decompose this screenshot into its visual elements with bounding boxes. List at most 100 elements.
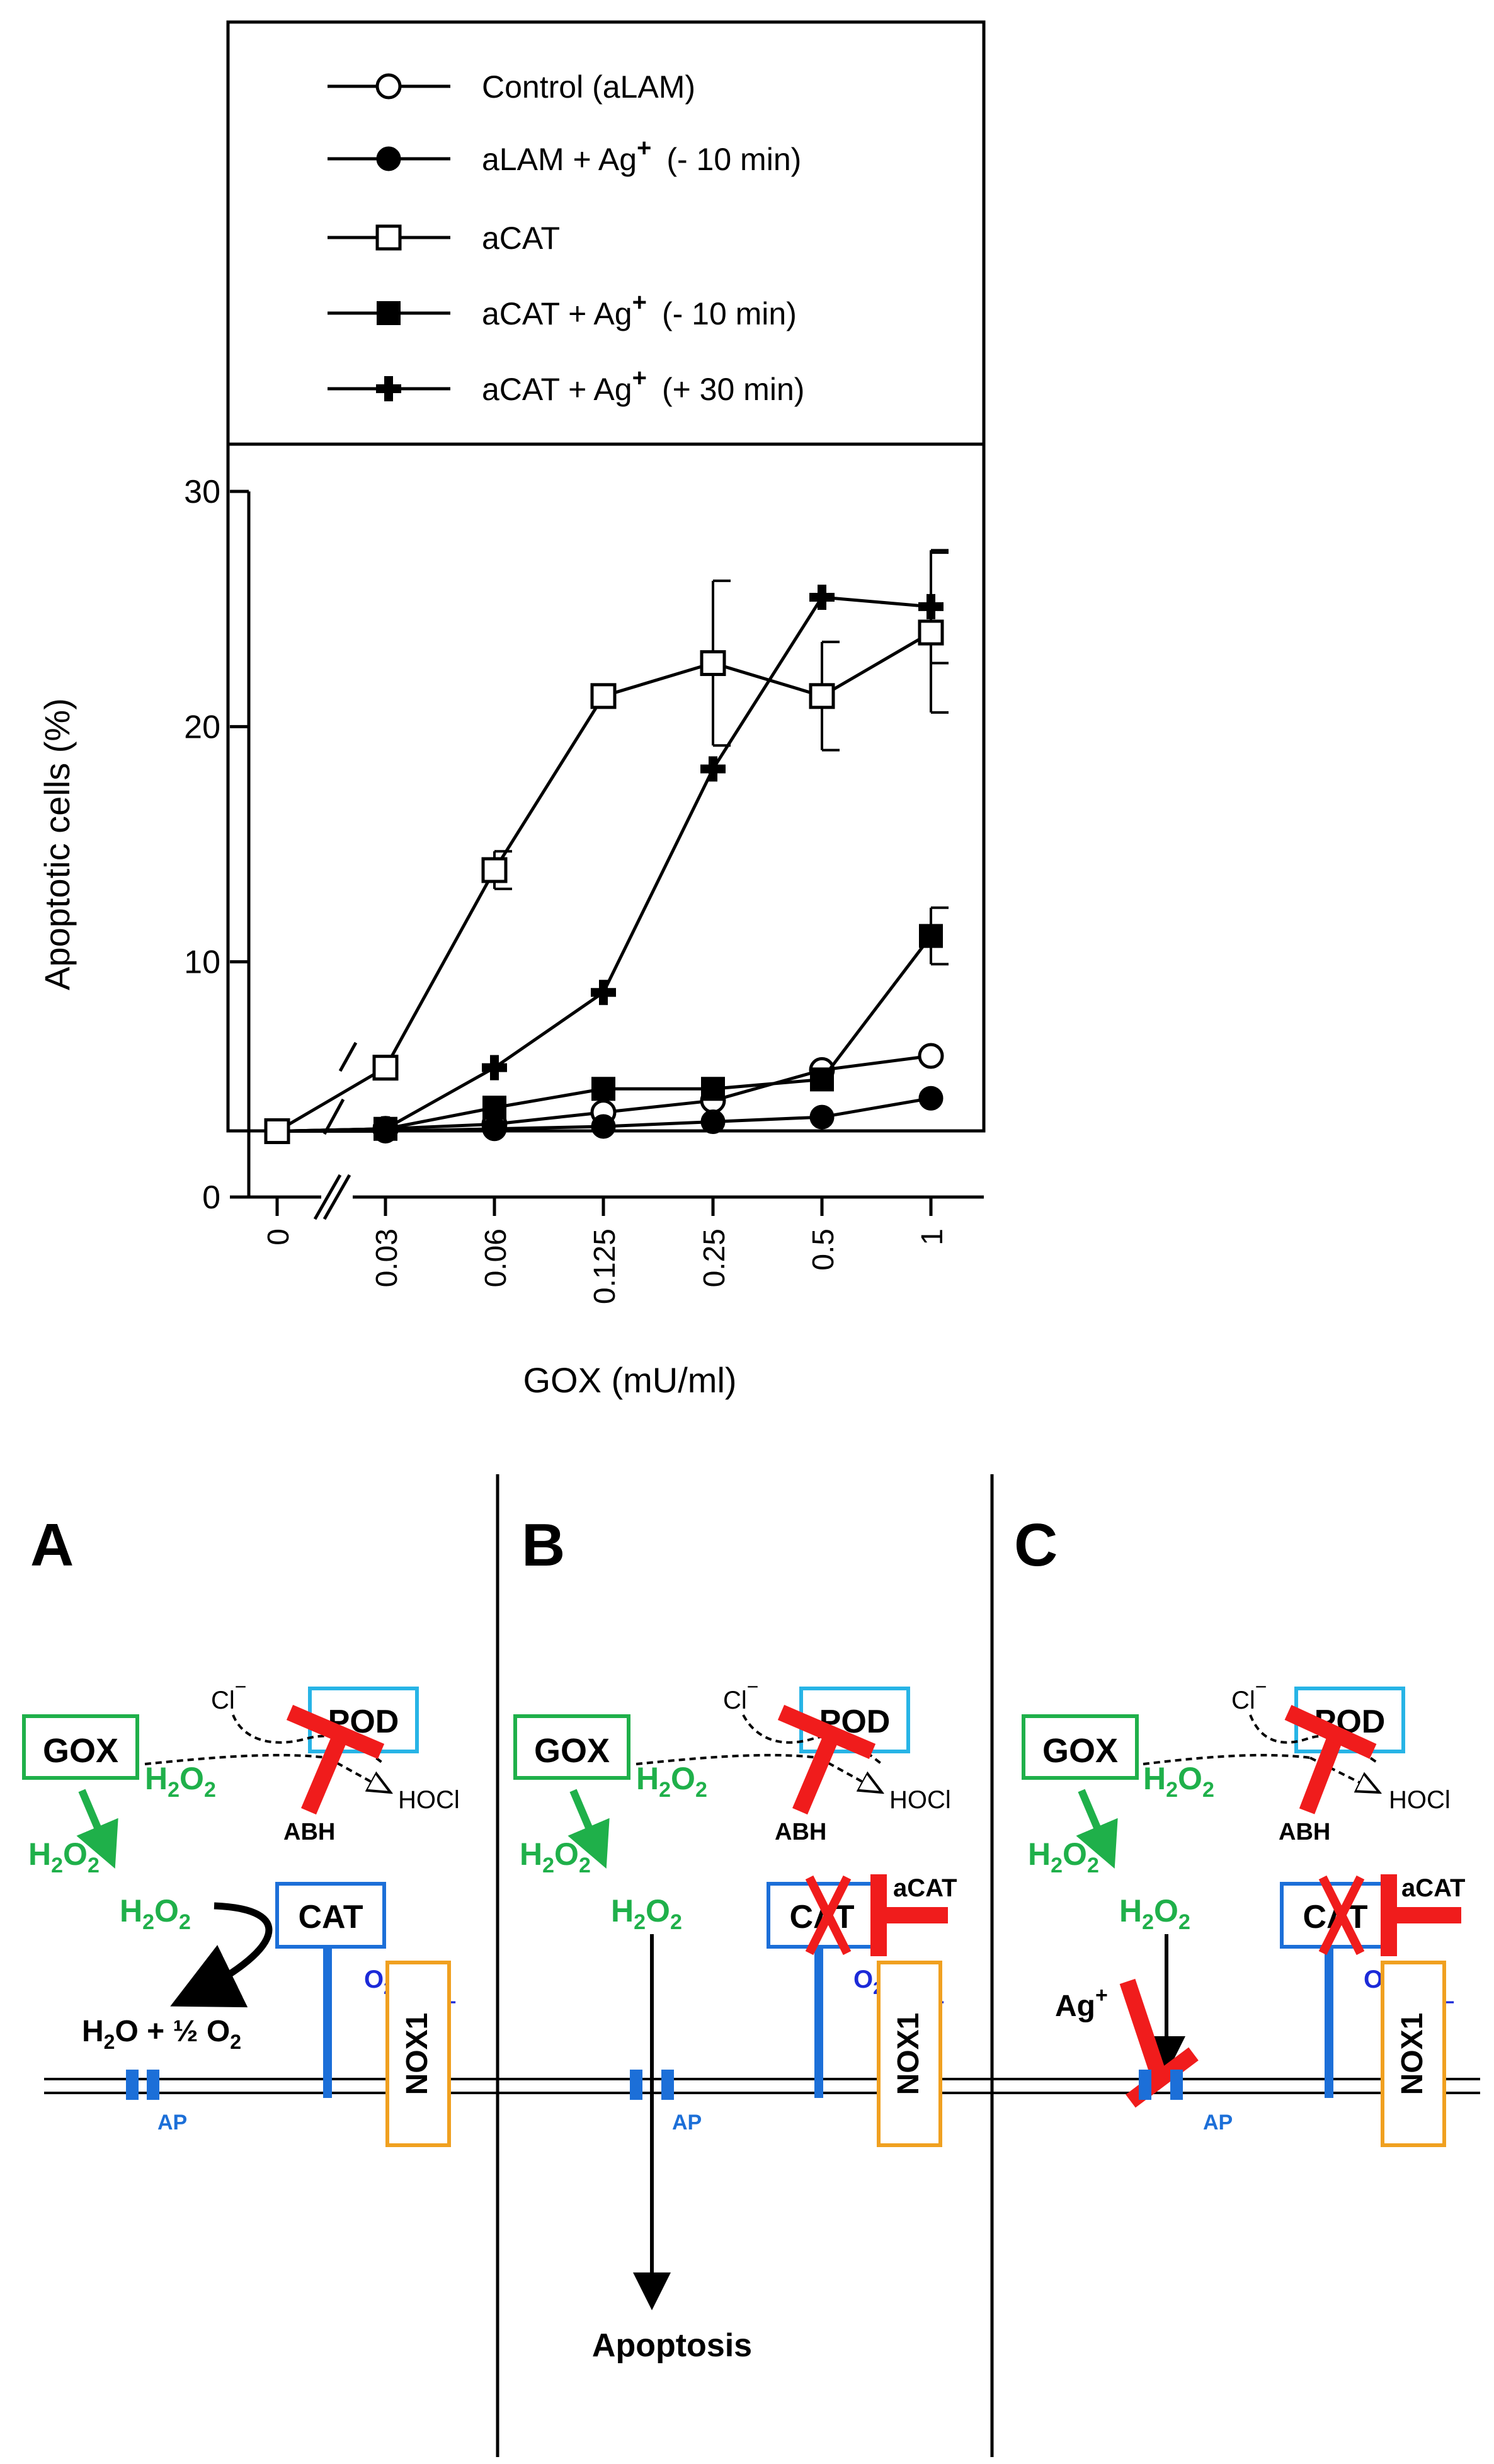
h2o2-label: H2O2 (1143, 1761, 1214, 1802)
data-point (375, 224, 402, 251)
legend-label: aCAT + Ag+ (+ 30 min) (482, 364, 804, 407)
ap-channel (147, 2070, 159, 2100)
h2o2-to-pod-path (1143, 1753, 1311, 1765)
y-tick-label: 20 (184, 709, 220, 745)
hocl-arrow (327, 1756, 391, 1792)
ap-channel (661, 2070, 674, 2100)
abh-inhibitor-bar (286, 1705, 385, 1759)
y-tick-label: 0 (202, 1179, 220, 1216)
catalase-blocked-x (805, 1875, 852, 1956)
x-ticks: 0 0.03 0.06 0.125 0.25 0.5 1 (262, 1197, 949, 1304)
gox-box (513, 1714, 630, 1780)
data-point (377, 301, 401, 325)
gox-box (1022, 1714, 1139, 1780)
chart: Control (aLAM) aLAM + Ag+ (- 10 min) aCAT aC… (37, 20, 986, 1400)
panel-letter: A (30, 1511, 74, 1579)
gox-label: GOX (43, 1732, 118, 1770)
legend: Control (aLAM) aLAM + Ag+ (- 10 min) aCAT aC… (328, 69, 804, 407)
data-point (591, 980, 616, 1006)
h2o2-label: H2O2 (120, 1893, 191, 1934)
h2o2-label: H2O2 (636, 1761, 707, 1802)
catalase-blocked-x (1318, 1875, 1365, 1956)
data-point (481, 857, 508, 883)
h2o2-label: H2O2 (611, 1893, 682, 1934)
y-axis-label: Apoptotic cells (%) (37, 698, 77, 990)
nox1-box (877, 1961, 942, 2147)
data-point (482, 1116, 507, 1142)
data-point (376, 376, 401, 401)
data-point (591, 1077, 615, 1101)
data-point (375, 73, 402, 100)
panel-c: C GOX POD Cl− HOCl ABH H2O2 H2O2 H2O2 Ag… (1014, 1511, 1465, 2147)
ap-channel (1170, 2070, 1183, 2100)
hocl-label: HOCl (889, 1786, 951, 1814)
panel-a: A GOX POD Cl− HOCl ABH H2O2 H2O2 H2O2 CA… (22, 1511, 460, 2147)
panel-b: B GOX POD Cl− HOCl ABH H2O2 H2O2 H2O2 Ap… (513, 1511, 957, 2364)
data-point (809, 1104, 835, 1130)
data-point (918, 1086, 944, 1111)
chloride-label: Cl− (211, 1675, 246, 1714)
gox-box (22, 1714, 139, 1780)
y-ticks: 0 10 20 30 (184, 474, 249, 1216)
legend-item: aCAT (328, 221, 560, 256)
abh-label: ABH (1279, 1819, 1330, 1845)
legend-item: aCAT + Ag+ (- 10 min) (328, 289, 797, 331)
h2o2-to-pod-path (636, 1753, 819, 1765)
abh-label: ABH (283, 1819, 335, 1845)
catalase-box (275, 1882, 386, 1949)
data-point (700, 756, 726, 782)
abh-inhibitor-bar (1284, 1705, 1377, 1759)
pathway-diagram: A GOX POD Cl− HOCl ABH H2O2 H2O2 H2O2 CA… (22, 1474, 1480, 2457)
hocl-label: HOCl (398, 1786, 460, 1814)
ap-channel (1139, 2070, 1151, 2100)
data-point (809, 585, 835, 610)
ap-label: AP (1203, 2111, 1233, 2135)
h2o2-label: H2O2 (28, 1837, 100, 1877)
abh-inhibitor-stem (301, 1726, 351, 1815)
ap-label: AP (672, 2111, 702, 2135)
data-point (264, 1118, 290, 1144)
legend-label: aCAT + Ag+ (- 10 min) (482, 289, 797, 331)
data-point (918, 1043, 944, 1069)
y-tick-label: 10 (184, 944, 220, 981)
gox-label: GOX (534, 1732, 610, 1770)
gox-label: GOX (1042, 1732, 1118, 1770)
acat-label: aCAT (893, 1874, 957, 1902)
h2o2-label: H2O2 (1028, 1837, 1099, 1877)
h2o2-label: H2O2 (1119, 1893, 1190, 1934)
panel-letter: C (1014, 1511, 1058, 1579)
axis-break (313, 1041, 358, 1220)
gox-production-arrow (76, 1789, 118, 1869)
data-point (700, 1109, 726, 1135)
nox1-box (1381, 1961, 1446, 2147)
data-point (590, 683, 617, 709)
h2o2-to-pod-path (144, 1753, 328, 1765)
abh-inhibitor-stem (792, 1726, 842, 1815)
chloride-label: Cl− (1231, 1675, 1267, 1714)
nox1-label: NOX1 (892, 2013, 925, 2095)
chart-frame (226, 20, 986, 1133)
silver-ion-label: Ag+ (1055, 1983, 1108, 2023)
series-4 (265, 549, 949, 1144)
data-point (372, 1055, 399, 1081)
x-tick-label: 1 (916, 1229, 949, 1246)
hocl-label: HOCl (1389, 1786, 1451, 1814)
ap-label: AP (157, 2111, 187, 2135)
abh-label: ABH (775, 1819, 826, 1845)
legend-label: Control (aLAM) (482, 69, 695, 105)
x-tick-label: 0.5 (807, 1229, 840, 1271)
data-point (701, 1077, 725, 1101)
series-2 (264, 551, 949, 1144)
catalase-label: CAT (298, 1899, 363, 1935)
water-oxygen-label: H2O + ½ O2 (82, 2015, 241, 2053)
abh-inhibitor-bar (777, 1705, 876, 1759)
nox1-label: NOX1 (401, 2013, 434, 2095)
y-tick-label: 30 (184, 474, 220, 510)
catalase-decomposition-arrow (170, 1902, 273, 2008)
hocl-arrow (818, 1756, 882, 1792)
ap-channel (126, 2070, 139, 2100)
data-point (809, 683, 835, 709)
data-point (376, 146, 401, 171)
x-tick-label: 0.03 (370, 1229, 404, 1287)
